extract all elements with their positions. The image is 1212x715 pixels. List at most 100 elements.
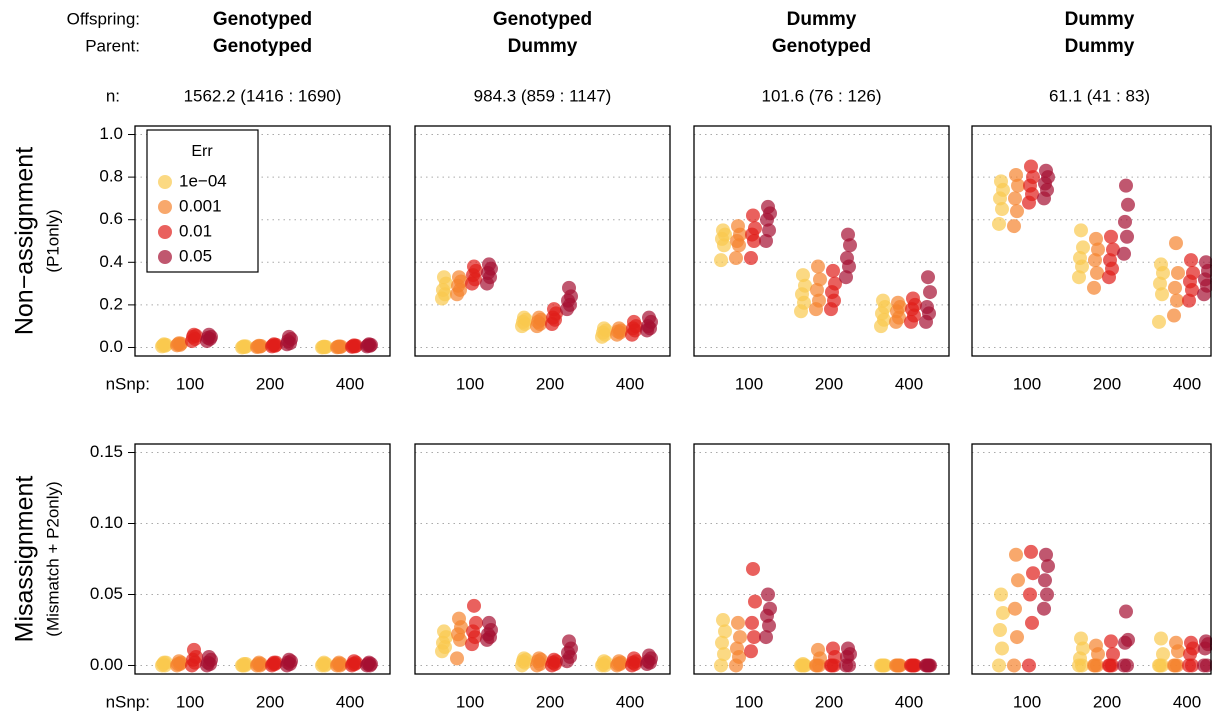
point — [841, 641, 855, 656]
x-tick-label: 100 — [1013, 692, 1041, 711]
point — [841, 227, 855, 242]
point — [1185, 658, 1199, 673]
point — [517, 651, 531, 666]
point — [1170, 293, 1184, 308]
point — [746, 208, 760, 223]
point — [1155, 287, 1169, 302]
y-axis-label: Non−assignment — [11, 147, 39, 335]
point — [921, 270, 935, 285]
point — [1103, 253, 1117, 268]
point — [482, 257, 496, 272]
point — [1091, 242, 1105, 257]
point — [1073, 251, 1087, 266]
point — [995, 641, 1009, 656]
x-tick-label: 400 — [895, 374, 923, 393]
panel-frame — [693, 125, 950, 357]
point — [1184, 253, 1198, 268]
x-tick-label: 400 — [1173, 374, 1201, 393]
point — [1199, 255, 1212, 270]
y-axis-label: Misassignment — [11, 476, 39, 643]
point — [796, 268, 810, 283]
point — [1007, 219, 1021, 234]
legend-label: 0.05 — [179, 246, 212, 265]
point — [1106, 647, 1120, 662]
point — [347, 654, 361, 669]
point — [729, 251, 743, 266]
point — [517, 310, 531, 325]
point — [597, 321, 611, 336]
point — [1025, 615, 1039, 630]
point — [1008, 191, 1022, 206]
point — [1200, 658, 1212, 673]
point — [994, 587, 1008, 602]
point — [1039, 547, 1053, 562]
point — [1199, 634, 1212, 649]
point — [714, 253, 728, 268]
point — [761, 199, 775, 214]
point — [1074, 631, 1088, 646]
point — [547, 652, 561, 667]
point — [1120, 229, 1134, 244]
parent-header: Genotyped — [213, 36, 312, 57]
point — [597, 654, 611, 669]
point — [1186, 265, 1200, 280]
point — [187, 642, 201, 657]
x-tick-label: 100 — [176, 692, 204, 711]
point — [995, 202, 1009, 217]
point — [362, 655, 376, 670]
point — [332, 339, 346, 354]
point — [187, 327, 201, 342]
panel-points — [435, 598, 658, 673]
x-tick-label: 400 — [336, 692, 364, 711]
offspring-label: Offspring: — [67, 9, 140, 28]
point — [718, 624, 732, 639]
y-tick-label: 0.05 — [90, 584, 123, 603]
point — [547, 302, 561, 317]
point — [828, 276, 842, 291]
point — [252, 338, 266, 353]
point — [612, 321, 626, 336]
point — [813, 272, 827, 287]
panel-frame — [971, 443, 1212, 675]
point — [716, 613, 730, 628]
x-tick-label: 200 — [815, 374, 843, 393]
point — [796, 657, 810, 672]
point — [839, 270, 853, 285]
point — [612, 654, 626, 669]
panel-points — [155, 327, 378, 355]
point — [1089, 638, 1103, 653]
point — [482, 615, 496, 630]
y-axis-sublabel: (P1only) — [43, 209, 62, 272]
point — [1072, 270, 1086, 285]
point — [1037, 601, 1051, 616]
legend-swatch — [158, 250, 172, 264]
point — [347, 338, 361, 353]
point — [730, 641, 744, 656]
point — [714, 658, 728, 673]
point — [1106, 242, 1120, 257]
point — [1040, 587, 1054, 602]
x-tick-label: 200 — [536, 692, 564, 711]
point — [763, 601, 777, 616]
panel-frame — [414, 125, 671, 357]
point — [1009, 167, 1023, 182]
point — [731, 615, 745, 630]
point — [532, 310, 546, 325]
offspring-header: Genotyped — [213, 9, 312, 30]
point — [642, 648, 656, 663]
point — [1087, 280, 1101, 295]
y-tick-label: 0.6 — [99, 209, 123, 228]
y-tick-label: 1.0 — [99, 124, 123, 143]
point — [1121, 197, 1135, 212]
x-tick-label: 400 — [616, 374, 644, 393]
point — [237, 657, 251, 672]
point — [1022, 658, 1036, 673]
point — [923, 285, 937, 300]
x-tick-label: 200 — [256, 374, 284, 393]
n-value: 984.3 (859 : 1147) — [474, 86, 612, 105]
point — [157, 655, 171, 670]
point — [450, 651, 464, 666]
point — [759, 630, 773, 645]
point — [992, 658, 1006, 673]
